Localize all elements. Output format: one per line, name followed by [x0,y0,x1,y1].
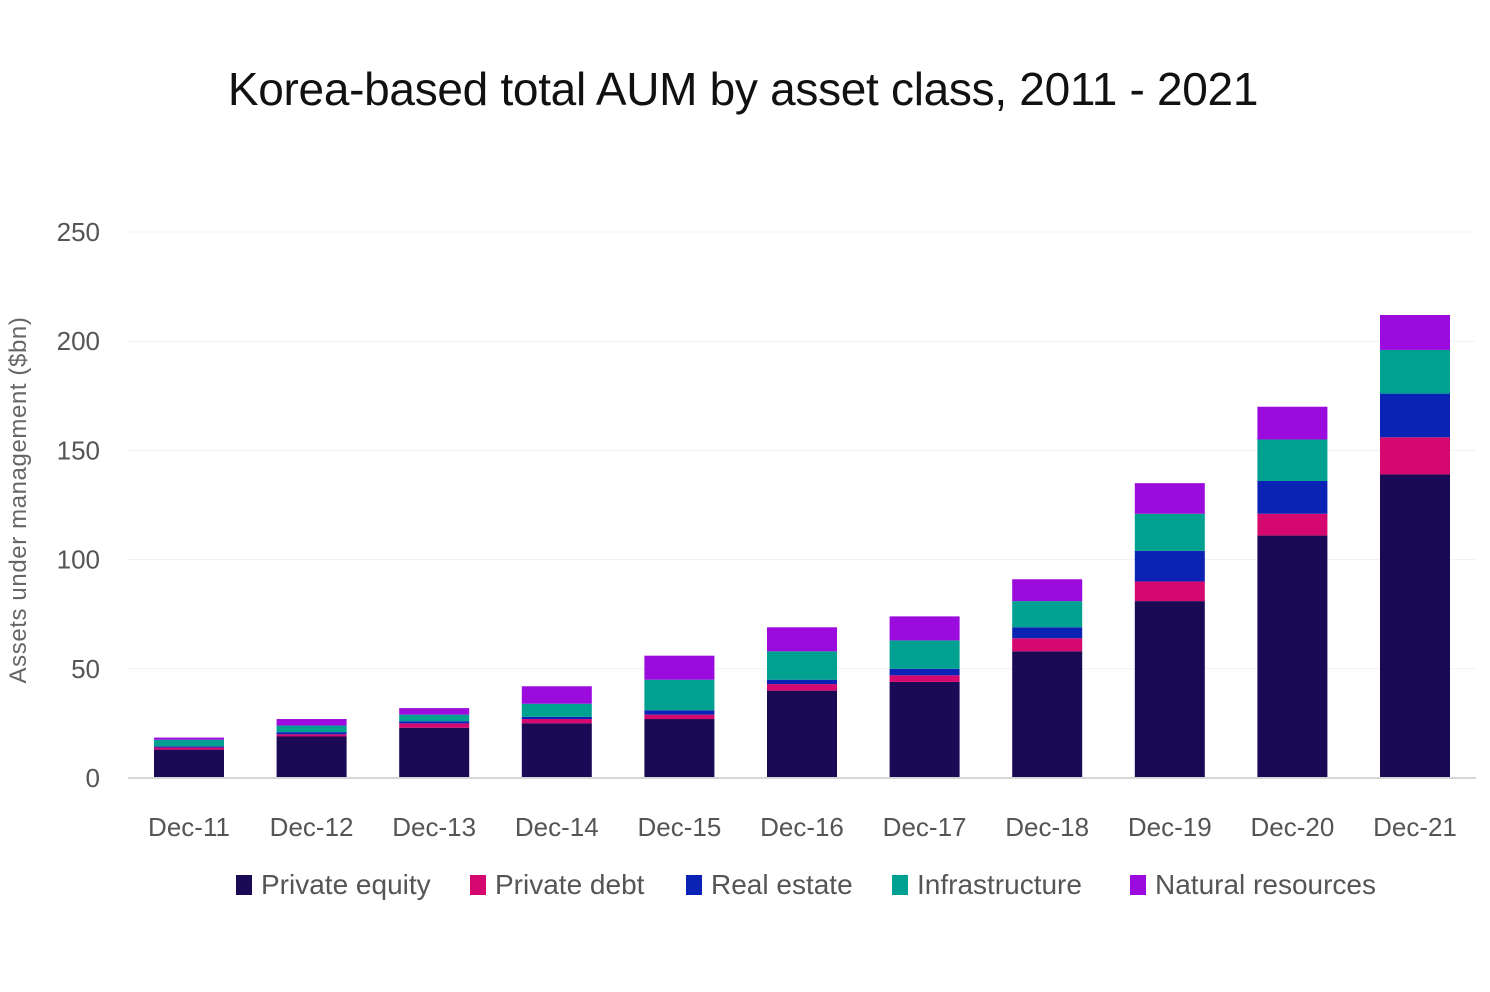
legend-label-private-equity: Private equity [261,869,431,900]
bar-natural-resources-dec-16 [767,627,837,652]
bar-real-estate-dec-12 [276,732,347,735]
bar-private-debt-dec-14 [521,719,592,724]
bar-infrastructure-dec-17 [889,640,960,669]
bar-natural-resources-dec-13 [399,708,470,715]
bar-natural-resources-dec-18 [1012,579,1083,602]
bar-natural-resources-dec-21 [1380,314,1450,350]
x-tick-label: Dec-13 [392,812,476,842]
grid-lines [128,231,1476,670]
legend-swatch-infrastructure [892,875,908,895]
y-axis-label: Assets under management ($bn) [5,317,32,684]
bar-private-equity-dec-17 [889,681,960,778]
x-tick-label: Dec-18 [1005,812,1089,842]
bar-infrastructure-dec-16 [767,651,837,680]
legend-swatch-private-equity [236,875,252,895]
y-tick-label: 0 [86,763,100,793]
bar-natural-resources-dec-15 [644,655,715,680]
bar-real-estate-dec-17 [889,668,960,676]
legend-swatch-real-estate [686,875,702,895]
bar-private-debt-dec-12 [276,734,347,737]
bar-real-estate-dec-15 [644,710,715,715]
legend-swatch-private-debt [470,875,486,895]
bar-private-equity-dec-13 [399,727,470,778]
bar-private-debt-dec-17 [889,675,960,682]
bar-private-debt-dec-13 [399,723,470,728]
legend-swatch-natural-resources [1130,875,1146,895]
legend: Private equity Private debt Real estate Inf… [236,869,1376,900]
x-tick-label: Dec-20 [1250,812,1334,842]
y-tick-label: 150 [57,435,100,465]
x-tick-label: Dec-19 [1128,812,1212,842]
x-tick-label: Dec-11 [148,812,230,842]
bar-natural-resources-dec-12 [276,719,347,726]
bar-infrastructure-dec-18 [1012,601,1083,628]
bar-private-equity-dec-16 [767,690,837,778]
bar-private-equity-dec-14 [521,723,592,778]
bar-private-equity-dec-11 [154,749,224,778]
chart-title: Korea-based total AUM by asset class, 20… [227,63,1259,115]
bar-private-equity-dec-21 [1380,474,1450,778]
bar-real-estate-dec-18 [1012,627,1083,639]
bar-infrastructure-dec-12 [276,725,347,733]
bar-real-estate-dec-13 [399,721,470,724]
bar-real-estate-dec-11 [154,746,224,748]
bar-infrastructure-dec-14 [521,703,592,717]
legend-label-private-debt: Private debt [495,869,645,900]
bar-infrastructure-dec-11 [154,739,224,747]
bar-private-equity-dec-19 [1134,601,1205,778]
axes: 0 50 100 150 200 250 Dec-11 Dec-12 Dec-13 Dec-14 D… [57,217,1476,842]
legend-label-real-estate: Real estate [711,869,853,900]
bar-private-debt-dec-18 [1012,638,1083,652]
bar-real-estate-dec-21 [1380,393,1450,438]
bar-real-estate-dec-14 [521,716,592,720]
bar-real-estate-dec-19 [1134,550,1205,582]
bar-private-equity-dec-18 [1012,651,1083,778]
bar-private-debt-dec-11 [154,747,224,750]
bar-real-estate-dec-20 [1257,480,1328,514]
bar-infrastructure-dec-19 [1134,513,1205,551]
x-tick-label: Dec-12 [270,812,354,842]
bar-natural-resources-dec-14 [521,686,592,704]
bars [154,314,1450,778]
bar-private-debt-dec-19 [1134,581,1205,602]
bar-private-debt-dec-20 [1257,513,1328,536]
y-tick-label: 100 [57,545,100,575]
legend-label-natural-resources: Natural resources [1155,869,1376,900]
bar-private-debt-dec-16 [767,684,837,691]
bar-natural-resources-dec-19 [1134,483,1205,514]
bar-natural-resources-dec-17 [889,616,960,641]
bar-natural-resources-dec-20 [1257,406,1328,440]
bar-infrastructure-dec-20 [1257,439,1328,481]
y-tick-label: 200 [57,326,100,356]
bar-private-equity-dec-12 [276,736,347,778]
bar-private-equity-dec-15 [644,719,715,778]
bar-natural-resources-dec-11 [154,737,224,740]
bar-private-debt-dec-15 [644,714,715,720]
x-tick-label: Dec-21 [1373,812,1457,842]
x-tick-label: Dec-15 [637,812,721,842]
x-tick-label: Dec-17 [883,812,967,842]
bar-private-debt-dec-21 [1380,437,1450,475]
bar-infrastructure-dec-21 [1380,349,1450,394]
bar-private-equity-dec-20 [1257,535,1328,778]
bar-infrastructure-dec-13 [399,714,470,722]
x-tick-label: Dec-16 [760,812,844,842]
legend-label-infrastructure: Infrastructure [917,869,1082,900]
bar-real-estate-dec-16 [767,679,837,685]
y-tick-label: 250 [57,217,100,247]
bar-infrastructure-dec-15 [644,679,715,711]
y-tick-label: 50 [71,654,100,684]
x-tick-label: Dec-14 [515,812,599,842]
